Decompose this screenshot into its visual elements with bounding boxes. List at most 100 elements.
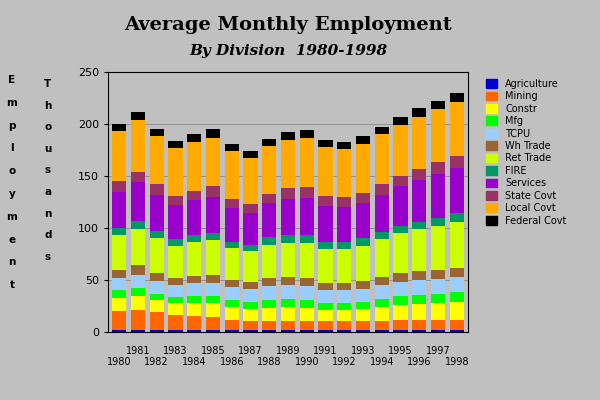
Text: 1984: 1984: [182, 357, 206, 367]
Bar: [319, 196, 332, 206]
Bar: [337, 149, 351, 197]
Bar: [281, 320, 295, 330]
Bar: [112, 278, 126, 290]
Bar: [131, 330, 145, 332]
Text: E: E: [8, 75, 16, 85]
Bar: [112, 192, 126, 228]
Bar: [187, 283, 201, 296]
Bar: [150, 129, 164, 136]
Bar: [412, 294, 426, 304]
Bar: [150, 330, 164, 332]
Bar: [356, 320, 370, 330]
Bar: [394, 117, 407, 125]
Bar: [244, 158, 257, 204]
Text: 1987: 1987: [238, 346, 263, 356]
Bar: [300, 300, 314, 308]
Bar: [150, 231, 164, 238]
Bar: [281, 235, 295, 242]
Bar: [337, 310, 351, 320]
Bar: [112, 330, 126, 332]
Bar: [206, 240, 220, 275]
Bar: [206, 186, 220, 197]
Bar: [394, 296, 407, 305]
Bar: [337, 242, 351, 249]
Bar: [450, 168, 464, 214]
Bar: [356, 330, 370, 332]
Bar: [375, 184, 389, 195]
Text: 1997: 1997: [425, 346, 451, 356]
Bar: [319, 242, 332, 249]
Bar: [412, 280, 426, 294]
Bar: [112, 124, 126, 131]
Bar: [412, 222, 426, 229]
Bar: [412, 304, 426, 320]
Bar: [150, 312, 164, 330]
Text: 1998: 1998: [445, 357, 469, 367]
Bar: [337, 320, 351, 330]
Bar: [431, 218, 445, 226]
Bar: [412, 169, 426, 180]
Bar: [450, 292, 464, 302]
Bar: [262, 278, 276, 286]
Bar: [150, 184, 164, 195]
Bar: [356, 193, 370, 203]
Bar: [150, 300, 164, 312]
Bar: [131, 172, 145, 182]
Bar: [375, 232, 389, 240]
Bar: [319, 310, 332, 320]
Bar: [394, 273, 407, 282]
Bar: [187, 134, 201, 142]
Bar: [206, 330, 220, 332]
Bar: [131, 221, 145, 229]
Bar: [431, 330, 445, 332]
Bar: [112, 311, 126, 330]
Bar: [131, 120, 145, 172]
Bar: [337, 283, 351, 290]
Bar: [375, 285, 389, 299]
Bar: [112, 290, 126, 298]
Bar: [412, 330, 426, 332]
Text: T: T: [44, 79, 52, 89]
Text: 1983: 1983: [163, 346, 188, 356]
Bar: [300, 330, 314, 332]
Bar: [262, 138, 276, 146]
Bar: [412, 320, 426, 330]
Bar: [450, 330, 464, 332]
Bar: [262, 330, 276, 332]
Text: 1993: 1993: [351, 346, 375, 356]
Bar: [431, 270, 445, 279]
Text: 1990: 1990: [295, 357, 319, 367]
Bar: [356, 144, 370, 193]
Bar: [300, 278, 314, 286]
Bar: [131, 112, 145, 120]
Bar: [187, 316, 201, 330]
Bar: [169, 141, 182, 148]
Bar: [281, 307, 295, 320]
Bar: [225, 287, 239, 300]
Bar: [225, 307, 239, 320]
Bar: [394, 125, 407, 176]
Bar: [262, 300, 276, 308]
Bar: [319, 140, 332, 147]
Bar: [169, 297, 182, 303]
Bar: [337, 249, 351, 283]
Text: s: s: [45, 166, 51, 175]
Text: 1982: 1982: [145, 357, 169, 367]
Bar: [169, 303, 182, 315]
Bar: [187, 296, 201, 303]
Bar: [150, 281, 164, 294]
Bar: [262, 308, 276, 320]
Bar: [206, 233, 220, 240]
Bar: [300, 138, 314, 188]
Text: u: u: [44, 144, 52, 154]
Bar: [281, 242, 295, 277]
Text: n: n: [44, 209, 52, 218]
Bar: [431, 110, 445, 162]
Bar: [375, 299, 389, 307]
Bar: [431, 226, 445, 270]
Bar: [300, 235, 314, 242]
Bar: [394, 233, 407, 273]
Bar: [431, 279, 445, 294]
Legend: Agriculture, Mining, Constr, Mfg, TCPU, Wh Trade, Ret Trade, FIRE, Services, Sta: Agriculture, Mining, Constr, Mfg, TCPU, …: [484, 77, 568, 228]
Bar: [244, 214, 257, 245]
